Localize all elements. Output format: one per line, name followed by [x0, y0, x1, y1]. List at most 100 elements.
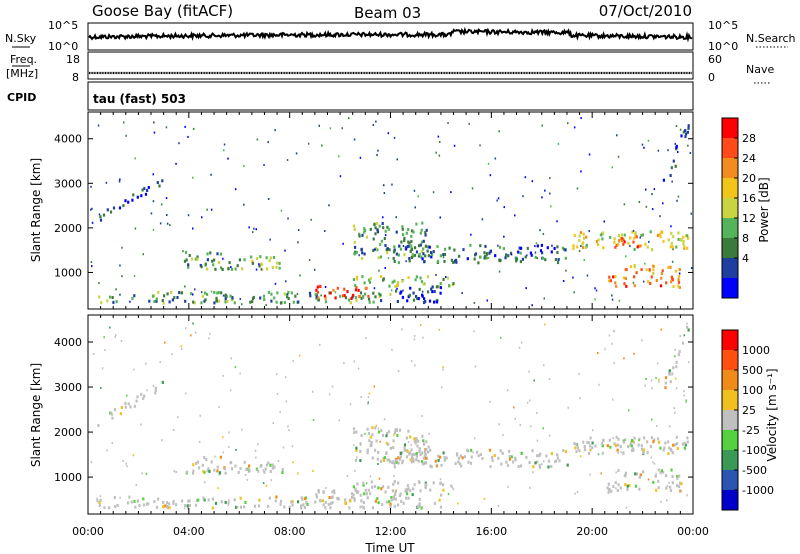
velocity-cell [391, 348, 393, 351]
velocity-cell [380, 487, 383, 491]
power-cell [675, 144, 678, 148]
velocity-cell [653, 462, 656, 465]
velocity-cell [406, 492, 409, 496]
power-cell [445, 276, 447, 278]
power-cell [413, 253, 417, 257]
power-cell [384, 234, 387, 237]
power-cell [410, 248, 414, 252]
velocity-cell [608, 488, 611, 492]
velocity-cell [657, 479, 660, 483]
power-cell [669, 245, 672, 249]
power-cell [649, 282, 652, 285]
power-cell [395, 252, 398, 256]
power-cell [651, 208, 654, 211]
velocity-cell [394, 431, 397, 435]
power-cell [504, 256, 507, 260]
power-cell [432, 250, 435, 254]
velocity-cell [548, 434, 551, 437]
velocity-cell [213, 468, 216, 472]
power-cell [121, 246, 123, 249]
velocity-cell [678, 350, 681, 353]
velocity-cell [506, 463, 510, 467]
velocity-cell [241, 428, 243, 431]
velocity-cell [423, 454, 426, 458]
power-cell [216, 299, 219, 303]
velocity-cell [573, 441, 576, 445]
power-cell [659, 215, 661, 218]
power-cell [686, 130, 689, 134]
power-cell [260, 268, 263, 271]
power-cell [690, 267, 693, 269]
velocity-cell [617, 489, 619, 492]
velocity-cell [434, 459, 437, 463]
power-cell [387, 257, 390, 260]
power-cell [377, 149, 379, 152]
power-cell [620, 233, 623, 237]
velocity-cell [239, 467, 242, 471]
power-cell [134, 157, 136, 160]
velocity-cell [203, 498, 206, 502]
velocity-cell [536, 460, 539, 464]
power-cell [473, 302, 476, 304]
power-cell [418, 252, 421, 256]
power-cell [612, 275, 615, 279]
power-cell [421, 221, 424, 225]
power-cell [539, 229, 541, 232]
power-cell [677, 284, 680, 288]
velocity-cell [100, 386, 102, 389]
velocity-cell [395, 460, 398, 464]
velocity-cell [415, 454, 418, 458]
velocity-cell [306, 503, 309, 506]
power-cell [444, 247, 447, 251]
date-title: 07/Oct/2010 [599, 2, 692, 20]
power-cell [118, 206, 122, 210]
power-cell [615, 284, 618, 288]
power-cell [453, 144, 456, 147]
velocity-cell [687, 328, 690, 332]
power-cell [484, 244, 487, 248]
power-cell [578, 250, 581, 253]
velocity-cell [418, 504, 421, 508]
velocity-cell [520, 451, 523, 455]
power-cell [342, 294, 345, 298]
velocity-cell [355, 446, 358, 450]
velocity-cell [445, 456, 448, 460]
velocity-cell [127, 402, 130, 406]
velocity-cell [556, 453, 559, 457]
velocity-cell [616, 448, 619, 452]
power-cell [287, 297, 290, 300]
velocity-cell [497, 456, 500, 460]
power-cell [535, 242, 538, 245]
power-cell [388, 284, 391, 288]
velocity-cell [412, 459, 415, 463]
velocity-cell [461, 456, 464, 460]
power-cell [144, 192, 148, 196]
velocity-cell [442, 483, 445, 487]
power-cell [155, 299, 158, 303]
velocity-cell [602, 438, 605, 442]
power-cell [645, 188, 647, 191]
velocity-cell [222, 436, 224, 439]
velocity-cell [673, 407, 676, 410]
velocity-cell [161, 380, 164, 384]
power-cell [158, 184, 161, 188]
velocity-colorbar-tick: 500 [742, 364, 763, 377]
velocity-cell [111, 416, 114, 420]
velocity-cell [161, 439, 163, 442]
power-cell [519, 251, 522, 255]
velocity-cell [678, 485, 681, 489]
nsky-tick-top: 10^5 [48, 19, 78, 32]
velocity-cell [142, 497, 145, 501]
velocity-cell [352, 427, 356, 431]
velocity-cell [271, 463, 274, 467]
velocity-cell [403, 443, 407, 447]
velocity-cell [369, 435, 372, 439]
power-cell [546, 246, 549, 250]
power-cell [210, 173, 212, 176]
velocity-cell [352, 493, 355, 497]
power-cell [479, 244, 482, 248]
velocity-cell [672, 443, 675, 447]
velocity-cell [491, 458, 494, 462]
power-cell [417, 254, 421, 258]
power-cell [677, 195, 680, 198]
